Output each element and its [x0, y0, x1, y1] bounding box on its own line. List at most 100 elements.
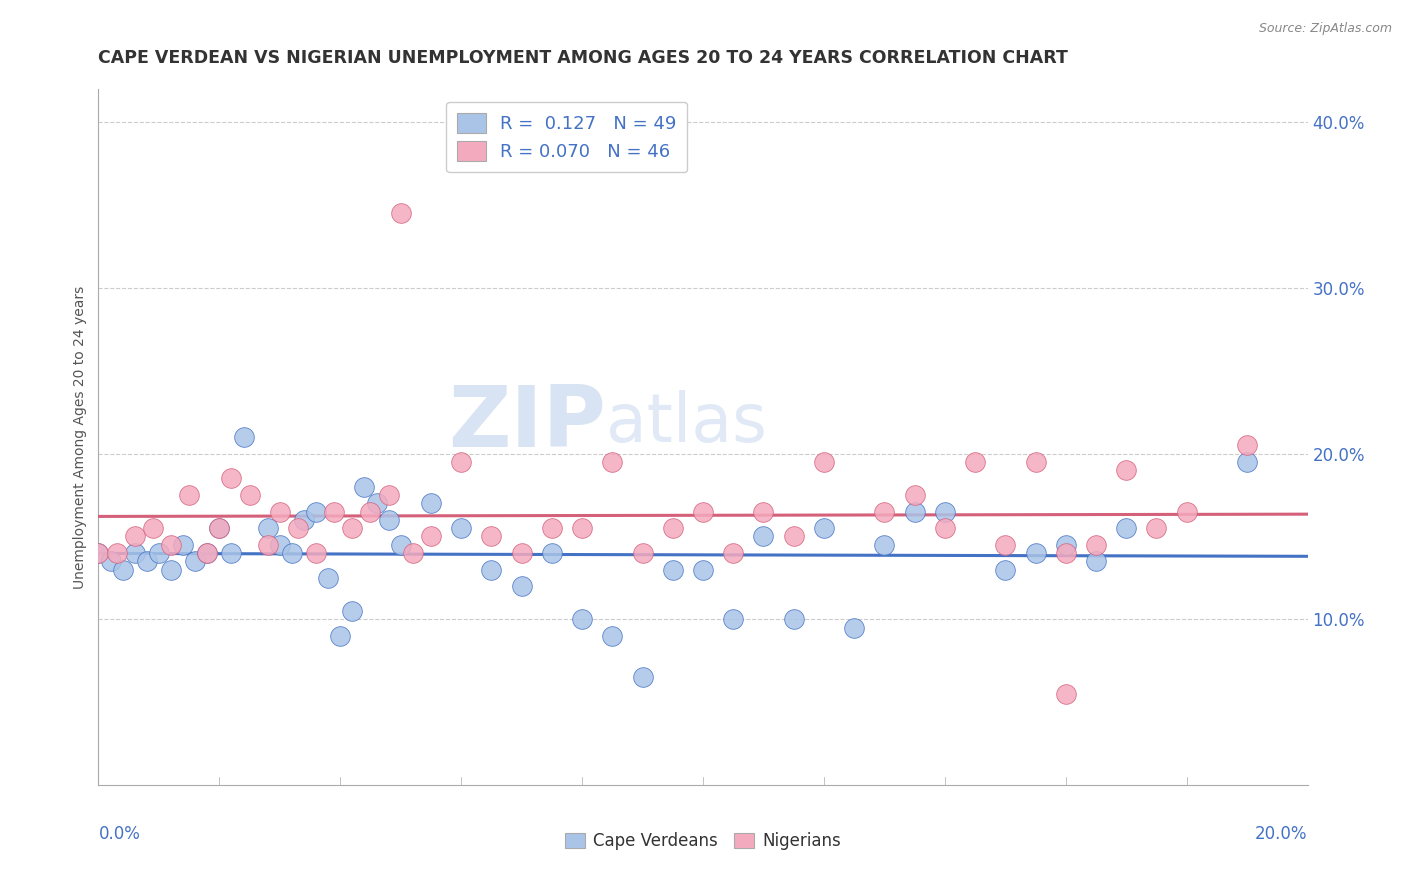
Point	[631, 546, 654, 560]
Point	[360, 505, 382, 519]
Point	[366, 496, 388, 510]
Point	[142, 521, 165, 535]
Point	[160, 538, 183, 552]
Point	[160, 563, 183, 577]
Point	[1024, 546, 1046, 560]
Point	[342, 521, 364, 535]
Point	[540, 521, 562, 535]
Point	[148, 546, 170, 560]
Point	[342, 604, 364, 618]
Point	[1175, 505, 1198, 519]
Point	[934, 521, 956, 535]
Point	[994, 538, 1017, 552]
Point	[100, 554, 122, 568]
Point	[783, 529, 806, 543]
Point	[389, 538, 412, 552]
Point	[281, 546, 304, 560]
Point	[292, 513, 315, 527]
Point	[692, 505, 714, 519]
Text: atlas: atlas	[606, 390, 768, 456]
Point	[124, 529, 146, 543]
Point	[602, 629, 624, 643]
Point	[1115, 521, 1137, 535]
Point	[661, 563, 683, 577]
Text: Source: ZipAtlas.com: Source: ZipAtlas.com	[1258, 22, 1392, 36]
Point	[1024, 455, 1046, 469]
Y-axis label: Unemployment Among Ages 20 to 24 years: Unemployment Among Ages 20 to 24 years	[73, 285, 87, 589]
Point	[813, 455, 835, 469]
Point	[994, 563, 1017, 577]
Point	[661, 521, 683, 535]
Point	[353, 480, 375, 494]
Point	[692, 563, 714, 577]
Point	[329, 629, 352, 643]
Point	[135, 554, 157, 568]
Point	[105, 546, 128, 560]
Point	[813, 521, 835, 535]
Point	[402, 546, 425, 560]
Point	[450, 521, 472, 535]
Point	[723, 612, 745, 626]
Point	[305, 505, 328, 519]
Point	[389, 206, 412, 220]
Point	[239, 488, 262, 502]
Point	[287, 521, 309, 535]
Point	[184, 554, 207, 568]
Point	[723, 546, 745, 560]
Text: CAPE VERDEAN VS NIGERIAN UNEMPLOYMENT AMONG AGES 20 TO 24 YEARS CORRELATION CHAR: CAPE VERDEAN VS NIGERIAN UNEMPLOYMENT AM…	[98, 49, 1069, 67]
Text: 20.0%: 20.0%	[1256, 825, 1308, 843]
Point	[481, 563, 503, 577]
Point	[510, 546, 533, 560]
Point	[752, 505, 775, 519]
Point	[179, 488, 201, 502]
Point	[1054, 687, 1077, 701]
Point	[316, 571, 339, 585]
Point	[208, 521, 231, 535]
Point	[904, 505, 927, 519]
Point	[172, 538, 194, 552]
Point	[195, 546, 218, 560]
Point	[1115, 463, 1137, 477]
Point	[195, 546, 218, 560]
Point	[873, 538, 896, 552]
Point	[256, 538, 278, 552]
Point	[1236, 455, 1258, 469]
Point	[904, 488, 927, 502]
Point	[420, 529, 443, 543]
Point	[305, 546, 328, 560]
Point	[269, 538, 291, 552]
Point	[256, 521, 278, 535]
Point	[208, 521, 231, 535]
Point	[1144, 521, 1167, 535]
Point	[221, 471, 243, 485]
Text: 0.0%: 0.0%	[98, 825, 141, 843]
Point	[1236, 438, 1258, 452]
Point	[510, 579, 533, 593]
Point	[965, 455, 987, 469]
Point	[450, 455, 472, 469]
Point	[752, 529, 775, 543]
Point	[232, 430, 254, 444]
Point	[873, 505, 896, 519]
Point	[1085, 538, 1108, 552]
Point	[1054, 538, 1077, 552]
Point	[602, 455, 624, 469]
Point	[111, 563, 134, 577]
Point	[269, 505, 291, 519]
Point	[420, 496, 443, 510]
Point	[1085, 554, 1108, 568]
Point	[783, 612, 806, 626]
Point	[87, 546, 110, 560]
Point	[571, 612, 593, 626]
Legend: Cape Verdeans, Nigerians: Cape Verdeans, Nigerians	[558, 825, 848, 856]
Text: ZIP: ZIP	[449, 382, 606, 465]
Point	[481, 529, 503, 543]
Point	[571, 521, 593, 535]
Point	[844, 621, 866, 635]
Point	[124, 546, 146, 560]
Point	[323, 505, 346, 519]
Point	[1054, 546, 1077, 560]
Point	[87, 546, 110, 560]
Point	[377, 513, 399, 527]
Point	[934, 505, 956, 519]
